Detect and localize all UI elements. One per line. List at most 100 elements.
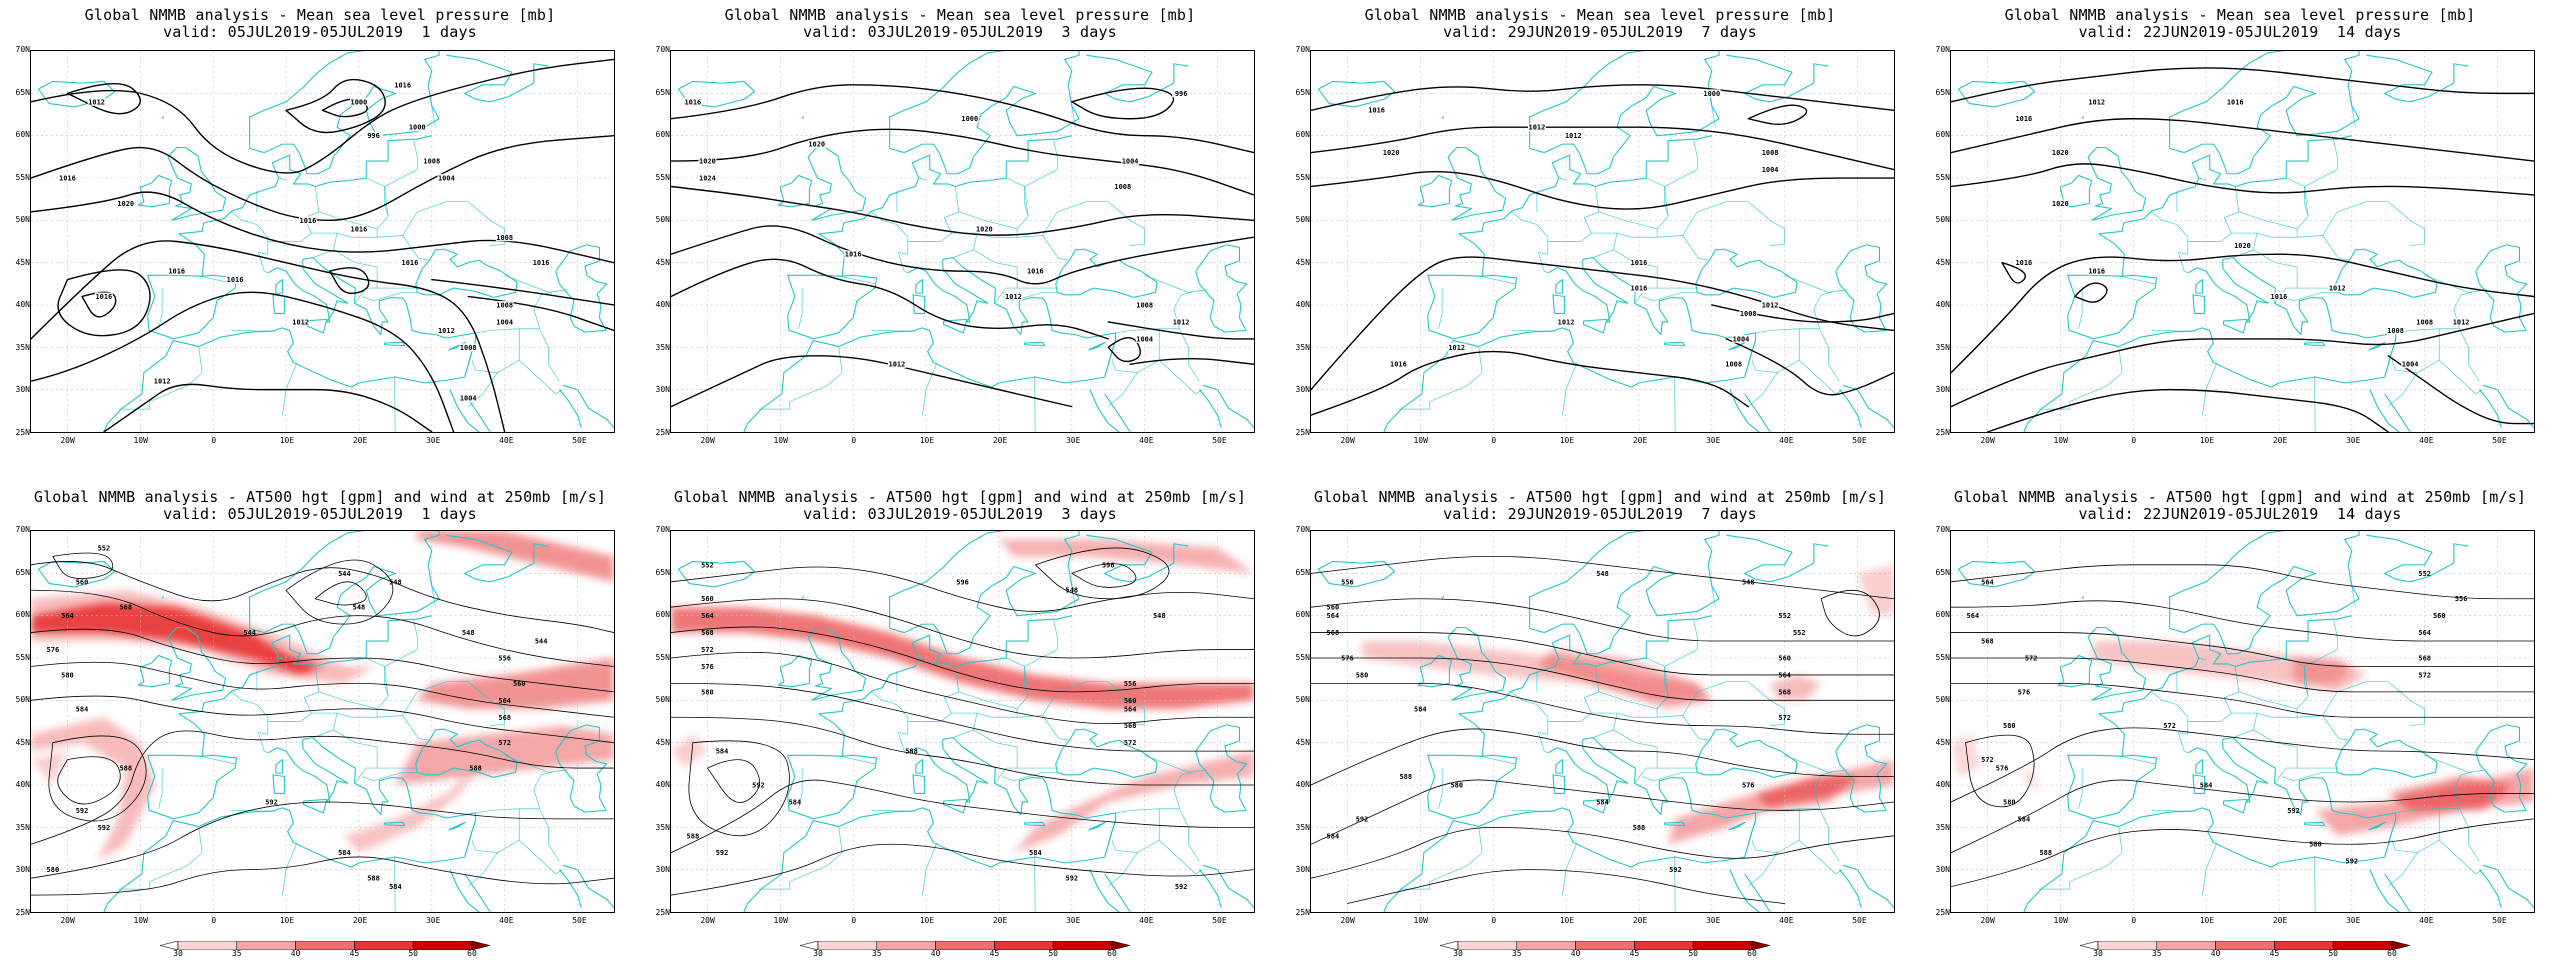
lon-tick-label: 10W <box>2053 436 2068 445</box>
lon-tick-label: 10E <box>1559 916 1575 925</box>
contour-value-label: 1016 <box>168 268 185 276</box>
contour-value-label: 1012 <box>154 378 171 386</box>
lat-tick-label: 60N <box>655 610 670 620</box>
lon-tick-label: 40E <box>1139 436 1154 445</box>
z500-map: 552 560 564 568 576 580 584 588 592 592 580 544 544 5… <box>30 530 615 913</box>
contour-value-label: 568 <box>1778 688 1791 696</box>
contour-line <box>707 759 760 803</box>
contour-value-label: 580 <box>701 688 714 696</box>
jet-streak <box>31 717 155 862</box>
contour-value-label: 560 <box>1778 654 1791 662</box>
contour-value-label: 592 <box>1669 866 1682 874</box>
contour-value-label: 564 <box>701 612 714 620</box>
contour-line <box>31 661 614 718</box>
contour-line <box>1311 657 1894 701</box>
lat-tick-label: 30N <box>15 385 30 395</box>
colorbar-tick-label: 35 <box>1511 949 1522 958</box>
contour-value-label: 576 <box>2018 688 2031 696</box>
contour-value-label: 584 <box>716 748 729 756</box>
contour-value-label: 548 <box>389 578 402 586</box>
lat-tick-label: 45N <box>15 257 30 267</box>
contour-line <box>1311 632 1894 676</box>
contour-value-label: 1016 <box>351 225 368 233</box>
contour-value-label: 588 <box>2309 841 2322 849</box>
country-borders <box>118 585 568 912</box>
contour-value-label: 1020 <box>699 158 716 166</box>
contour-value-label: 572 <box>2418 671 2431 679</box>
lat-tick-label: 40N <box>1935 300 1950 310</box>
lat-tick-label: 25N <box>1935 428 1950 437</box>
map-canvas: 1016 1020 1024 1020 1016 1020 1016 1012 1004 1008… <box>671 51 1254 432</box>
contour-value-label: 580 <box>1356 671 1369 679</box>
jet-streak <box>671 607 1254 709</box>
contour-value-label: 1012 <box>1529 124 1546 132</box>
map-valid-period: valid: 05JUL2019-05JUL2019 1 days <box>163 505 477 523</box>
contour-value-label: 1012 <box>292 318 309 326</box>
lon-tick-label: 20W <box>60 436 75 445</box>
map-canvas: 1012 1016 1020 1020 1016 1016 1020 1016 1012 1008… <box>1951 51 2534 432</box>
lon-tick-label: 30E <box>1705 916 1721 925</box>
lon-tick-label: 0 <box>1491 916 1497 925</box>
colorbar-tick-label: 50 <box>408 949 419 958</box>
coastlines <box>37 531 614 912</box>
contour-labels: 1012 1016 1020 1020 1016 1016 1020 1016 1012 1008… <box>2014 97 2471 369</box>
contour-value-label: 560 <box>2433 612 2446 620</box>
contour-line <box>1311 826 1894 879</box>
lon-tick-label: 10E <box>1559 436 1575 445</box>
lat-tick-label: 45N <box>1295 737 1310 747</box>
map-title: Global NMMB analysis - AT500 hgt [gpm] a… <box>1313 488 1887 506</box>
contour-value-label: 1012 <box>1762 301 1779 309</box>
contour-line <box>31 628 614 693</box>
contour-value-label: 1016 <box>59 174 76 182</box>
contour-labels: 1016 1020 1024 1020 1016 1020 1016 1012 1004 1008… <box>683 89 1191 369</box>
contour-line <box>2387 355 2534 425</box>
contour-line <box>688 740 790 837</box>
contour-value-label: 572 <box>1124 739 1137 747</box>
contour-line <box>671 258 1109 340</box>
contour-value-label: 588 <box>1399 773 1412 781</box>
contour-value-label: 1016 <box>533 259 550 267</box>
lat-tick-label: 65N <box>15 567 30 577</box>
lat-tick-label: 30N <box>1295 385 1310 395</box>
lat-tick-label: 50N <box>15 215 30 225</box>
contour-value-label: 1016 <box>2271 293 2288 301</box>
lat-tick-label: 30N <box>1935 385 1950 395</box>
contour-line <box>1311 126 1894 171</box>
panel-mslp-14days: Global NMMB analysis - Mean sea level pr… <box>1920 0 2560 480</box>
contour-value-label: 1008 <box>1114 183 1131 191</box>
contour-value-label: 552 <box>2418 570 2431 578</box>
lat-tick-label: 70N <box>15 45 30 54</box>
contour-line <box>57 756 121 805</box>
lat-tick-label: 70N <box>1295 525 1310 534</box>
lat-tick-label: 60N <box>1935 130 1950 140</box>
contour-value-label: 572 <box>701 646 714 654</box>
lat-tick-label: 60N <box>15 130 30 140</box>
contour-line <box>31 291 455 432</box>
contour-value-label: 1016 <box>227 276 244 284</box>
contour-value-label: 568 <box>2418 654 2431 662</box>
lon-tick-label: 20W <box>700 916 715 925</box>
panel-mslp-3days: Global NMMB analysis - Mean sea level pr… <box>640 0 1280 480</box>
colorbar-tick-label: 60 <box>2387 949 2397 958</box>
contour-line <box>52 552 114 580</box>
contour-value-label: 588 <box>1633 824 1646 832</box>
contour-line <box>314 581 367 606</box>
contour-line <box>1951 818 2534 888</box>
contour-labels: 552 560 564 568 576 580 584 588 592 592 580 544 544 5… <box>47 544 548 891</box>
contour-line <box>671 651 1254 725</box>
lat-tick-label: 55N <box>1295 652 1310 662</box>
panel-z500-14days: Global NMMB analysis - AT500 hgt [gpm] a… <box>1920 480 2560 960</box>
contour-value-label: 576 <box>701 663 714 671</box>
contour-value-label: 592 <box>752 781 765 789</box>
lat-tick-label: 50N <box>15 695 30 705</box>
wind-speed-colorbar <box>160 941 490 950</box>
contour-value-label: 560 <box>1327 604 1340 612</box>
lon-tick-label: 40E <box>2419 436 2434 445</box>
lat-tick-label: 50N <box>655 695 670 705</box>
contour-value-label: 580 <box>2003 722 2016 730</box>
lat-tick-label: 70N <box>1295 45 1310 54</box>
isobars <box>1951 67 2534 432</box>
lon-tick-label: 10W <box>1413 916 1428 925</box>
lon-tick-label: 30E <box>2345 436 2361 445</box>
lat-tick-label: 40N <box>1295 780 1310 790</box>
